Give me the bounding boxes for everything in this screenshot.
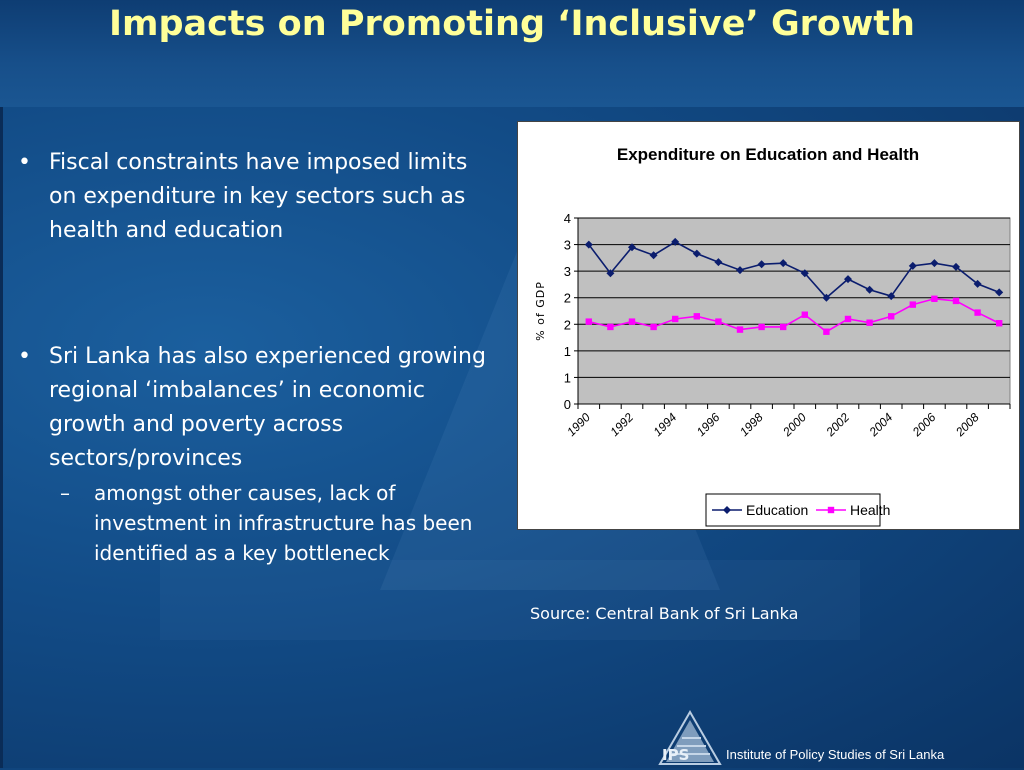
- data-point-health: [650, 323, 657, 331]
- series-line-health: [588, 297, 1000, 333]
- bullet-list: • Fiscal constraints have imposed limits…: [18, 146, 498, 568]
- data-point-health: [909, 301, 916, 308]
- chart-svg: Expenditure on Education and Health 0 1 1 2…: [534, 145, 1011, 527]
- data-point-health: [736, 326, 744, 333]
- data-point-education: [930, 259, 939, 268]
- data-point-education: [995, 288, 1004, 297]
- bullet-marker: •: [18, 150, 31, 175]
- data-point-health: [693, 313, 700, 320]
- data-point-education: [844, 275, 852, 284]
- y-tick-label: 3: [564, 264, 571, 279]
- data-point-health: [823, 328, 830, 335]
- data-point-health: [758, 323, 765, 331]
- x-tick-label: 2006: [909, 410, 939, 440]
- y-tick-label: 4: [564, 211, 571, 226]
- data-point-education: [952, 262, 960, 271]
- watermark-band: [160, 560, 860, 640]
- bullet-text: Fiscal constraints have imposed limits o…: [49, 150, 468, 243]
- data-point-education: [973, 279, 982, 288]
- chart-title: Expenditure on Education and Health: [617, 145, 919, 164]
- x-tick-label: 2008: [952, 410, 982, 440]
- header-band: [0, 0, 1024, 107]
- y-tick-label: 3: [564, 238, 571, 253]
- y-tick-label: 1: [564, 344, 571, 359]
- y-tick-label: 1: [564, 370, 571, 385]
- x-tick-label: 1996: [694, 410, 723, 439]
- data-point-health: [952, 297, 960, 305]
- ips-logo-text: IPS: [662, 746, 689, 764]
- bullet-item: • Sri Lanka has also experienced growing…: [18, 340, 498, 476]
- legend-label-education: Education: [746, 502, 808, 518]
- bullet-item: • Fiscal constraints have imposed limits…: [18, 146, 498, 248]
- chart-panel: Expenditure on Education and Health 0 1 1 2…: [517, 121, 1020, 530]
- data-point-education: [887, 292, 896, 301]
- data-point-education: [779, 259, 788, 268]
- legend-marker-health: [827, 506, 835, 514]
- x-tick-label: 2000: [779, 410, 809, 440]
- y-axis-label: % of GDP: [534, 281, 547, 341]
- data-point-education: [736, 266, 744, 275]
- data-point-education: [822, 293, 831, 302]
- data-point-education: [606, 269, 615, 278]
- x-tick-label: 1990: [564, 410, 593, 439]
- data-point-education: [584, 240, 593, 249]
- left-edge-strip: [0, 107, 3, 768]
- data-point-education: [692, 249, 701, 258]
- legend-marker-education: [723, 506, 731, 514]
- data-point-health: [974, 309, 981, 316]
- x-tick-label: 1994: [651, 410, 680, 439]
- data-point-health: [996, 320, 1003, 327]
- slide-title: Impacts on Promoting ‘Inclusive’ Growth: [109, 4, 915, 44]
- y-tick-label: 2: [564, 317, 571, 332]
- legend-label-health: Health: [850, 502, 890, 518]
- data-point-health: [672, 315, 679, 323]
- sub-bullet-text: amongst other causes, lack of investment…: [94, 481, 473, 565]
- ips-logo: IPS: [650, 709, 722, 770]
- data-point-education: [865, 285, 874, 294]
- plot-area: [577, 217, 1011, 405]
- data-point-health: [931, 295, 938, 302]
- series-line-education: [588, 240, 1000, 299]
- data-point-health: [844, 315, 852, 323]
- x-tick-label: 1998: [737, 410, 766, 439]
- ips-logo-icon: IPS: [658, 709, 722, 765]
- data-point-health: [866, 319, 873, 326]
- data-point-education: [800, 269, 809, 278]
- data-point-health: [888, 313, 895, 320]
- data-point-education: [649, 251, 658, 260]
- data-point-education: [757, 260, 766, 269]
- source-note: Source: Central Bank of Sri Lanka: [530, 604, 799, 623]
- data-point-health: [801, 311, 808, 318]
- data-point-health: [607, 323, 614, 331]
- data-point-education: [628, 243, 636, 252]
- bullet-text: Sri Lanka has also experienced growing r…: [49, 344, 486, 471]
- data-point-health: [715, 318, 722, 325]
- y-tick-label: 2: [564, 291, 571, 306]
- data-point-health: [780, 323, 787, 331]
- data-point-education: [714, 258, 723, 267]
- footer-institute: Institute of Policy Studies of Sri Lanka: [726, 747, 945, 762]
- x-tick-label: 2004: [866, 410, 896, 440]
- sub-bullet-item: – amongst other causes, lack of investme…: [18, 478, 498, 568]
- data-point-education: [908, 261, 917, 270]
- bullet-marker: •: [18, 344, 31, 369]
- sub-bullet-marker: –: [60, 481, 70, 505]
- data-point-health: [585, 318, 592, 325]
- y-tick-label: 0: [564, 397, 571, 412]
- x-tick-label: 1992: [607, 410, 636, 439]
- x-tick-label: 2002: [823, 410, 853, 440]
- data-point-education: [671, 237, 680, 246]
- data-point-health: [628, 318, 636, 325]
